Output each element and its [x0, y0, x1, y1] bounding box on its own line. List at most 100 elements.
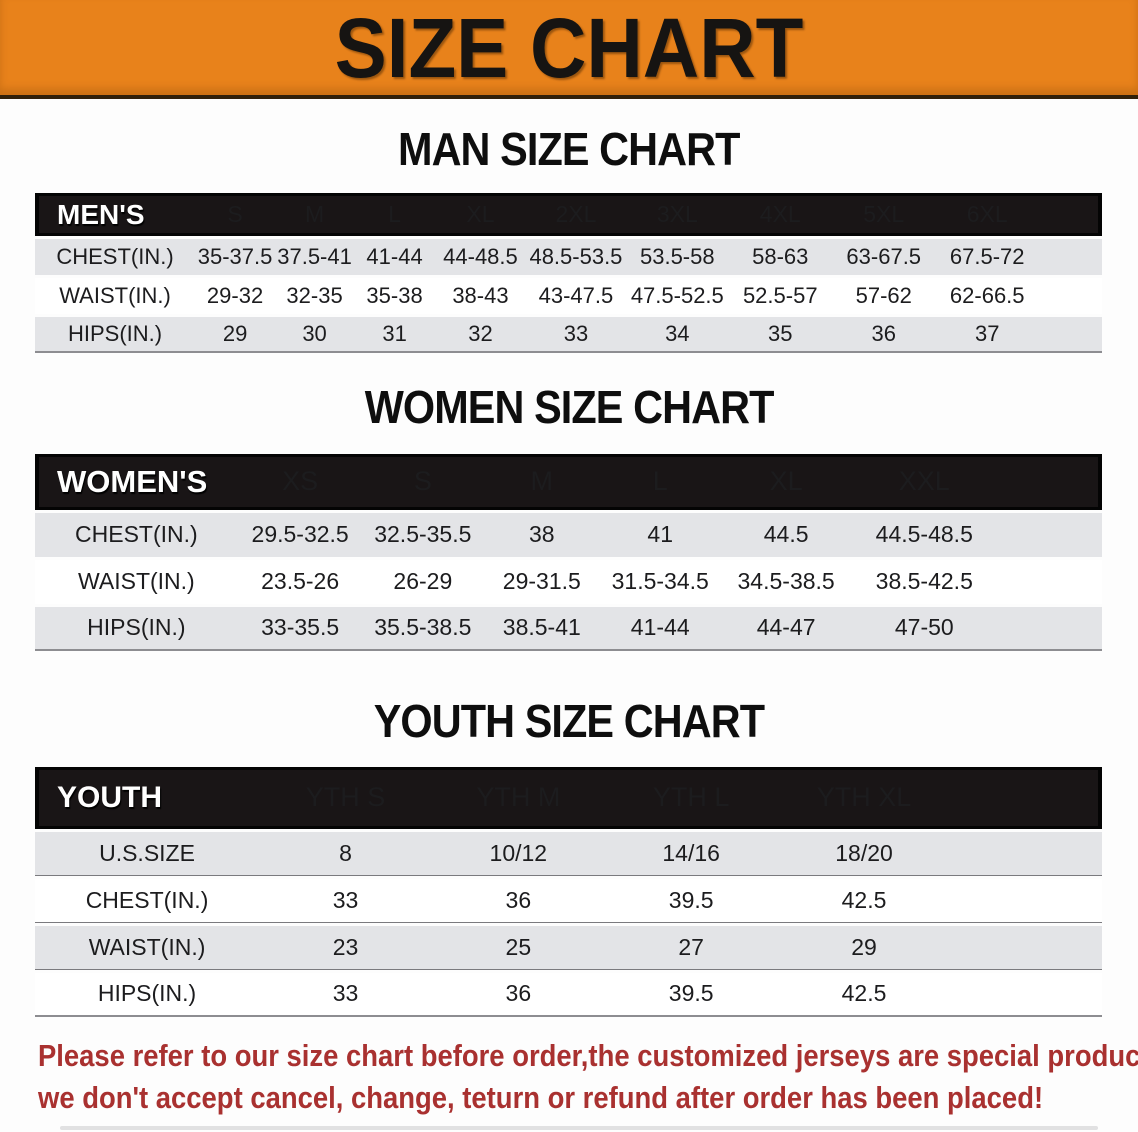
row-label: HIPS(IN.)	[35, 606, 238, 651]
filler-cell	[950, 925, 1102, 970]
measurement-cell: 37.5-41	[275, 239, 355, 276]
measurement-cell: 26-29	[362, 559, 484, 604]
filler-cell	[950, 766, 1102, 829]
filler-cell	[1038, 193, 1102, 237]
size-column-header: 5XL	[832, 193, 936, 237]
measurement-cell: 29.5-32.5	[237, 512, 363, 557]
measurement-cell: 31.5-34.5	[600, 559, 720, 604]
measurement-cell: 42.5	[777, 878, 951, 923]
table-row: CHEST(IN.) 33 36 39.5 42.5	[35, 878, 1102, 923]
table-row: WAIST(IN.) 23.5-26 26-29 29-31.5 31.5-34.5 34…	[35, 559, 1102, 604]
measurement-cell: 42.5	[777, 972, 951, 1017]
filler-cell	[996, 606, 1102, 651]
measurement-cell: 35-37.5	[195, 239, 276, 276]
table-row: CHEST(IN.) 29.5-32.5 32.5-35.5 38 41 44.5 44.5…	[35, 512, 1102, 557]
filler-cell	[996, 512, 1102, 557]
measurement-cell: 52.5-57	[728, 278, 832, 315]
measurement-cell: 33	[259, 878, 432, 923]
row-label: U.S.SIZE	[35, 831, 260, 876]
filler-cell	[1038, 239, 1102, 276]
measurement-cell: 37	[935, 317, 1039, 354]
men-header-row: MEN'S S M L XL 2XL 3XL 4XL 5XL 6XL	[35, 193, 1102, 237]
youth-size-section: YOUTH SIZE CHART YOUTH YTH S YTH M YTH L YTH…	[0, 694, 1138, 1020]
row-label: CHEST(IN.)	[35, 878, 260, 923]
measurement-cell: 33	[525, 317, 627, 354]
measurement-cell: 34	[626, 317, 729, 354]
size-column-header: YTH S	[259, 766, 432, 829]
table-row: HIPS(IN.) 33 36 39.5 42.5	[35, 972, 1102, 1017]
row-label: CHEST(IN.)	[35, 512, 238, 557]
table-title-cell: WOMEN'S	[35, 453, 238, 510]
measurement-cell: 35.5-38.5	[362, 606, 484, 651]
measurement-cell: 44.5-48.5	[852, 512, 997, 557]
women-size-section: WOMEN SIZE CHART WOMEN'S XS S M L XL XXL CHEST…	[0, 383, 1138, 653]
measurement-cell: 23	[259, 925, 432, 970]
measurement-cell: 48.5-53.5	[525, 239, 627, 276]
row-label: WAIST(IN.)	[35, 278, 196, 315]
measurement-cell: 62-66.5	[935, 278, 1039, 315]
size-column-header: 3XL	[626, 193, 729, 237]
measurement-cell: 31	[354, 317, 436, 354]
row-label: WAIST(IN.)	[35, 925, 260, 970]
measurement-cell: 43-47.5	[525, 278, 627, 315]
measurement-cell: 38.5-41	[483, 606, 601, 651]
measurement-cell: 39.5	[604, 972, 778, 1017]
men-size-table: MEN'S S M L XL 2XL 3XL 4XL 5XL 6XL CHEST(IN.) 35-3…	[35, 190, 1102, 356]
size-column-header: S	[195, 193, 276, 237]
measurement-cell: 29-32	[195, 278, 276, 315]
measurement-cell: 58-63	[728, 239, 832, 276]
measurement-cell: 29	[195, 317, 276, 354]
measurement-cell: 47-50	[852, 606, 997, 651]
size-column-header: 6XL	[935, 193, 1039, 237]
size-column-header: YTH M	[431, 766, 605, 829]
measurement-cell: 44.5	[719, 512, 853, 557]
youth-header-row: YOUTH YTH S YTH M YTH L YTH XL	[35, 766, 1102, 829]
measurement-cell: 34.5-38.5	[719, 559, 853, 604]
disclaimer-text: Please refer to our size chart before or…	[38, 1035, 1138, 1119]
measurement-cell: 39.5	[604, 878, 778, 923]
measurement-cell: 67.5-72	[935, 239, 1039, 276]
measurement-cell: 53.5-58	[626, 239, 729, 276]
measurement-cell: 36	[431, 878, 605, 923]
measurement-cell: 30	[275, 317, 355, 354]
measurement-cell: 18/20	[777, 831, 951, 876]
row-label: WAIST(IN.)	[35, 559, 238, 604]
measurement-cell: 33-35.5	[237, 606, 363, 651]
measurement-cell: 41-44	[354, 239, 436, 276]
measurement-cell: 44-47	[719, 606, 853, 651]
measurement-cell: 10/12	[431, 831, 605, 876]
table-row: U.S.SIZE 8 10/12 14/16 18/20	[35, 831, 1102, 876]
measurement-cell: 38.5-42.5	[852, 559, 997, 604]
size-column-header: L	[354, 193, 436, 237]
filler-cell	[950, 831, 1102, 876]
size-column-header: M	[275, 193, 355, 237]
women-size-table: WOMEN'S XS S M L XL XXL CHEST(IN.) 29.5-32.5 32.…	[35, 451, 1102, 654]
measurement-cell: 33	[259, 972, 432, 1017]
measurement-cell: 44-48.5	[435, 239, 526, 276]
women-size-heading: WOMEN SIZE CHART	[364, 381, 775, 434]
size-column-header: XXL	[852, 453, 997, 510]
filler-cell	[996, 559, 1102, 604]
youth-size-heading: YOUTH SIZE CHART	[373, 694, 765, 747]
table-row: HIPS(IN.) 29 30 31 32 33 34 35 36 37	[35, 317, 1102, 354]
measurement-cell: 38-43	[435, 278, 526, 315]
filler-cell	[1038, 317, 1102, 354]
size-column-header: 2XL	[525, 193, 627, 237]
women-header-row: WOMEN'S XS S M L XL XXL	[35, 453, 1102, 510]
measurement-cell: 36	[832, 317, 936, 354]
size-column-header: YTH XL	[777, 766, 951, 829]
measurement-cell: 29	[777, 925, 951, 970]
table-row: WAIST(IN.) 29-32 32-35 35-38 38-43 43-47.5 47.…	[35, 278, 1102, 315]
measurement-cell: 27	[604, 925, 778, 970]
size-column-header: 4XL	[728, 193, 832, 237]
banner-title: SIZE CHART	[334, 0, 804, 95]
measurement-cell: 32	[435, 317, 526, 354]
measurement-cell: 47.5-52.5	[626, 278, 729, 315]
measurement-cell: 8	[259, 831, 432, 876]
measurement-cell: 63-67.5	[832, 239, 936, 276]
man-size-section: MAN SIZE CHART MEN'S S M L XL 2XL 3XL 4XL 5XL 6XL…	[0, 125, 1138, 356]
measurement-cell: 32-35	[275, 278, 355, 315]
table-row: CHEST(IN.) 35-37.5 37.5-41 41-44 44-48.5 48.5…	[35, 239, 1102, 276]
table-row: WAIST(IN.) 23 25 27 29	[35, 925, 1102, 970]
row-label: HIPS(IN.)	[35, 317, 196, 354]
